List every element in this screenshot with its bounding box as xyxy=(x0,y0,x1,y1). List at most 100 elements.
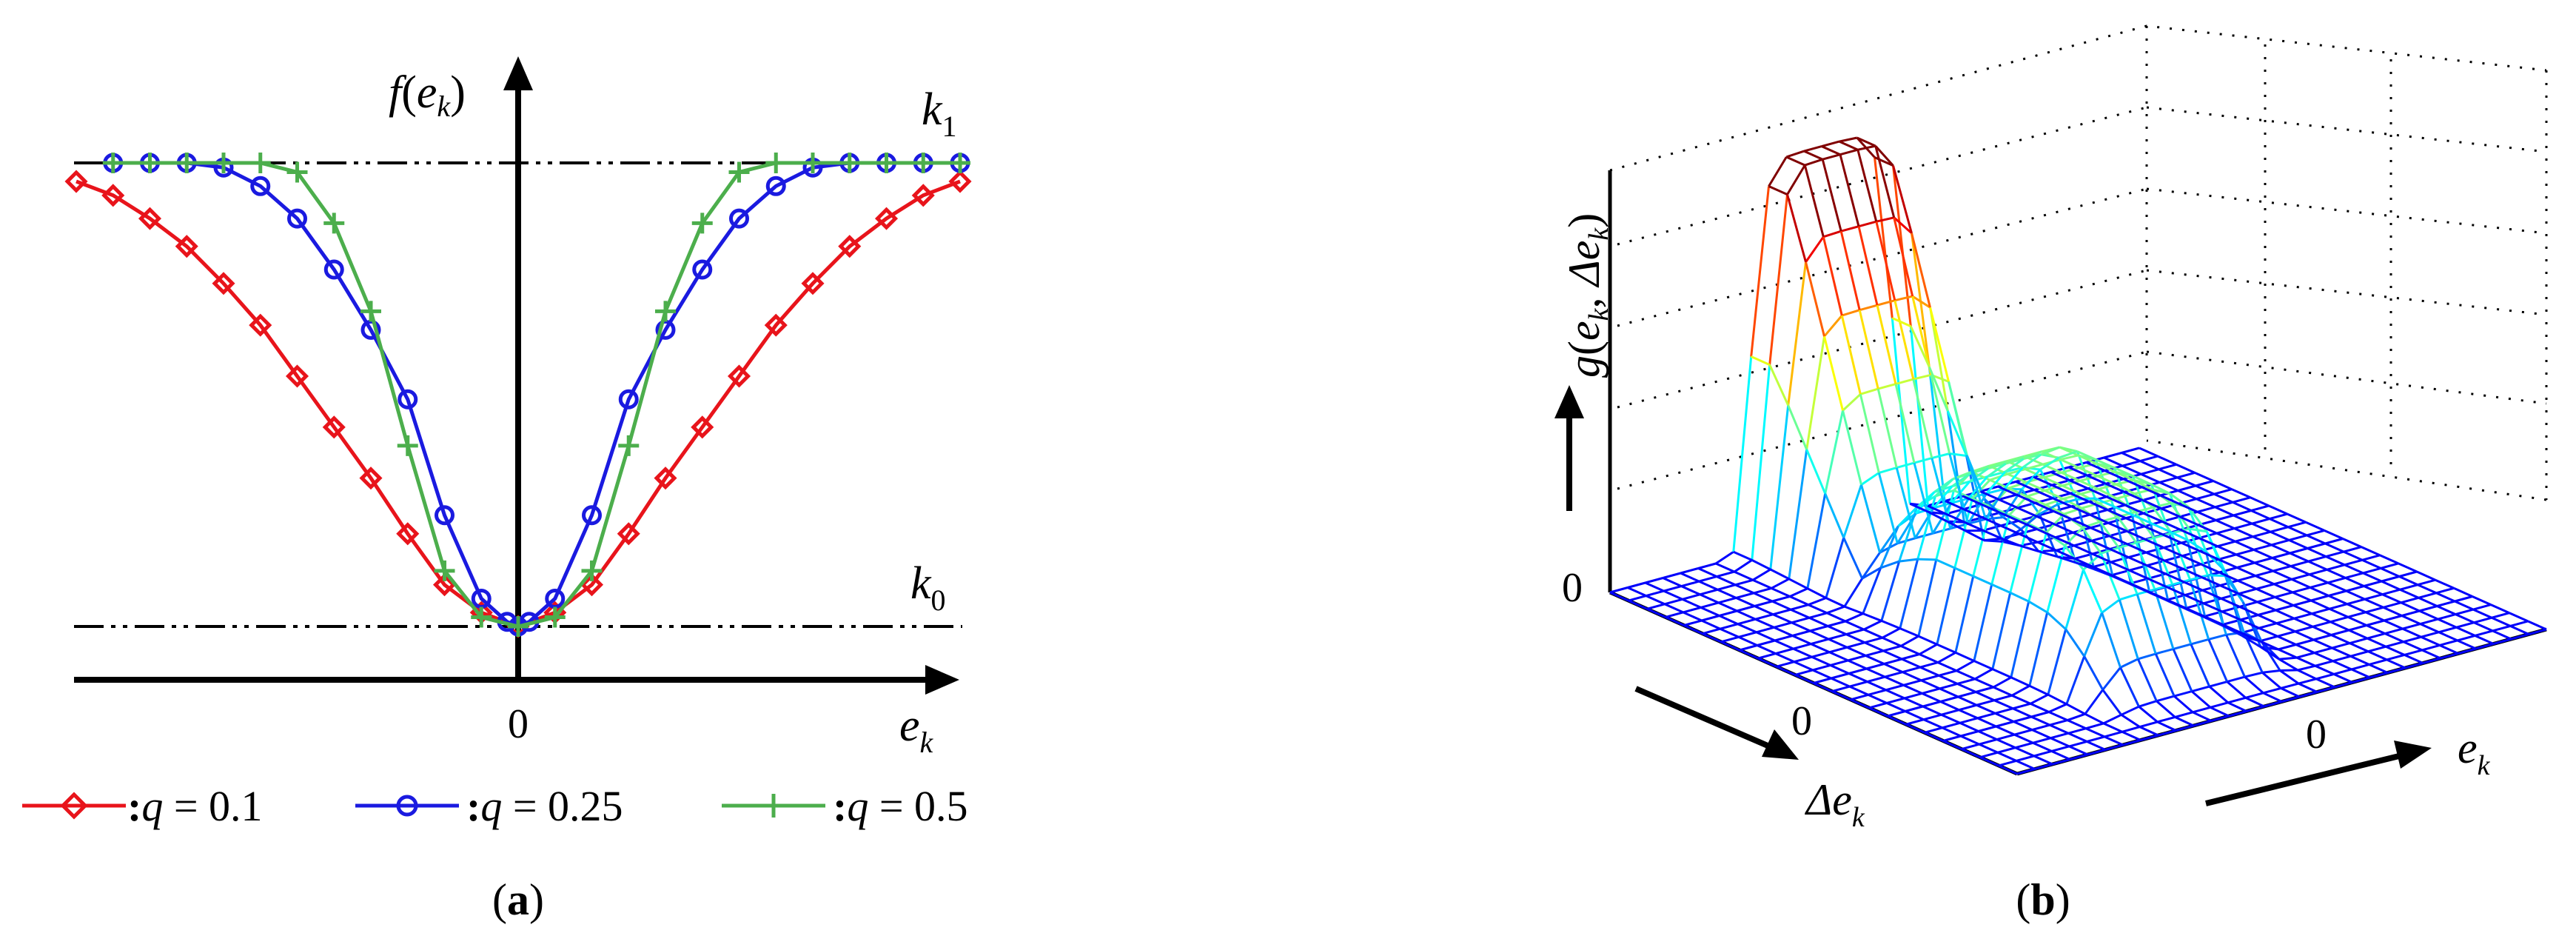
mesh-line xyxy=(2422,657,2441,664)
mesh-line xyxy=(1946,520,1966,532)
mesh-line xyxy=(2056,549,2076,560)
data-point xyxy=(654,467,677,490)
mesh-line xyxy=(2121,705,2140,716)
mesh-line xyxy=(1905,710,1925,721)
mesh-line xyxy=(1646,603,1666,610)
mesh-line xyxy=(2208,685,2229,703)
data-point xyxy=(213,153,234,173)
mesh-line xyxy=(2402,623,2421,630)
mesh-line xyxy=(2307,542,2326,549)
mesh-line xyxy=(1974,668,1993,681)
mesh-line xyxy=(2238,592,2258,604)
mesh-line xyxy=(2139,721,2158,729)
mesh-line xyxy=(2278,648,2298,659)
data-point xyxy=(618,389,639,410)
mesh-line xyxy=(2043,476,2063,487)
mesh-line xyxy=(2140,468,2159,475)
mesh-line xyxy=(2331,646,2352,658)
mesh-line xyxy=(2073,539,2092,547)
mesh-line xyxy=(2184,594,2204,605)
mesh-line xyxy=(2013,715,2032,723)
mesh-line xyxy=(1645,577,1663,584)
mesh-line xyxy=(2271,538,2290,546)
mesh-line xyxy=(1880,561,1901,621)
mesh-line xyxy=(2118,599,2139,660)
mesh-line xyxy=(1957,695,1977,706)
mesh-line xyxy=(2062,484,2082,495)
mesh-line xyxy=(2113,505,2133,516)
mesh-line xyxy=(2292,604,2312,615)
mesh-line xyxy=(1751,364,1771,561)
mesh-line xyxy=(1905,705,1924,712)
mesh-line xyxy=(2157,715,2176,723)
mesh-line xyxy=(2140,734,2159,741)
mesh-line xyxy=(1885,689,1905,700)
mesh-line xyxy=(1857,226,1879,306)
mesh-line xyxy=(2121,726,2141,733)
mesh-line xyxy=(1989,472,2008,481)
mesh-line xyxy=(2156,700,2176,718)
legend-entry-q05: :q = 0.5 xyxy=(722,782,968,830)
mesh-line xyxy=(2528,628,2547,635)
mesh-line xyxy=(2096,462,2116,473)
mesh-line xyxy=(2233,514,2253,525)
mesh-line xyxy=(1627,586,1647,597)
mesh-line xyxy=(1700,601,1719,609)
data-point xyxy=(322,415,346,439)
mesh-line xyxy=(1646,607,1666,618)
mesh-line xyxy=(2215,519,2235,529)
mesh-line xyxy=(1988,460,2008,469)
mesh-line xyxy=(1805,335,1825,450)
mesh-line xyxy=(1913,457,1933,464)
mesh-line xyxy=(1831,677,1851,688)
mesh-line xyxy=(2051,479,2070,487)
mesh-line xyxy=(1938,674,1958,685)
mesh-line xyxy=(1771,595,1791,603)
mesh-line xyxy=(2082,569,2103,613)
mesh-line xyxy=(2119,592,2138,601)
mesh-line xyxy=(1860,472,1880,486)
mesh-line xyxy=(1956,660,1975,672)
mesh-line xyxy=(1715,550,1734,565)
mesh-line xyxy=(2383,606,2403,617)
mesh-line xyxy=(1848,667,1867,675)
mesh-line xyxy=(2048,703,2067,713)
mesh-line xyxy=(1756,626,1774,634)
mesh-line xyxy=(1825,537,1845,598)
mesh-line xyxy=(2019,532,2039,544)
mesh-line xyxy=(1735,597,1755,607)
mesh-line xyxy=(1919,653,1939,663)
mesh-line xyxy=(2381,593,2402,604)
mesh-line xyxy=(2382,588,2401,596)
mesh-line xyxy=(2475,629,2493,637)
mesh-line xyxy=(1808,612,1828,619)
mesh-line xyxy=(1868,689,1887,696)
mesh-line xyxy=(2012,707,2032,718)
mesh-line xyxy=(2015,481,2035,491)
mesh-line xyxy=(1979,490,2000,501)
mesh-line xyxy=(2209,681,2228,688)
x-tick-zero: 0 xyxy=(508,701,529,747)
x-axis-arrowhead xyxy=(925,665,959,695)
mesh-line xyxy=(2179,510,2198,518)
mesh-line xyxy=(1827,620,1846,627)
mesh-line xyxy=(1824,493,1845,538)
mesh-line xyxy=(1894,384,1916,464)
ref-label-k0: k0 xyxy=(910,558,946,617)
mesh-line xyxy=(1663,589,1683,601)
mesh-line xyxy=(2103,456,2123,467)
mesh-line xyxy=(1984,539,2003,543)
mesh-line xyxy=(2073,544,2093,555)
mesh-line xyxy=(2195,484,2215,495)
mesh-line xyxy=(2147,578,2167,588)
mesh-line xyxy=(1961,748,1981,759)
mesh-line xyxy=(2298,691,2318,698)
data-point xyxy=(948,170,972,193)
mesh-line xyxy=(2210,701,2229,709)
mesh-line xyxy=(2110,561,2130,572)
mesh-line xyxy=(1973,584,1993,661)
mesh-line xyxy=(2020,528,2040,552)
mesh-line xyxy=(2399,584,2418,591)
mesh-line xyxy=(2198,537,2218,548)
mesh-line xyxy=(1665,616,1685,626)
